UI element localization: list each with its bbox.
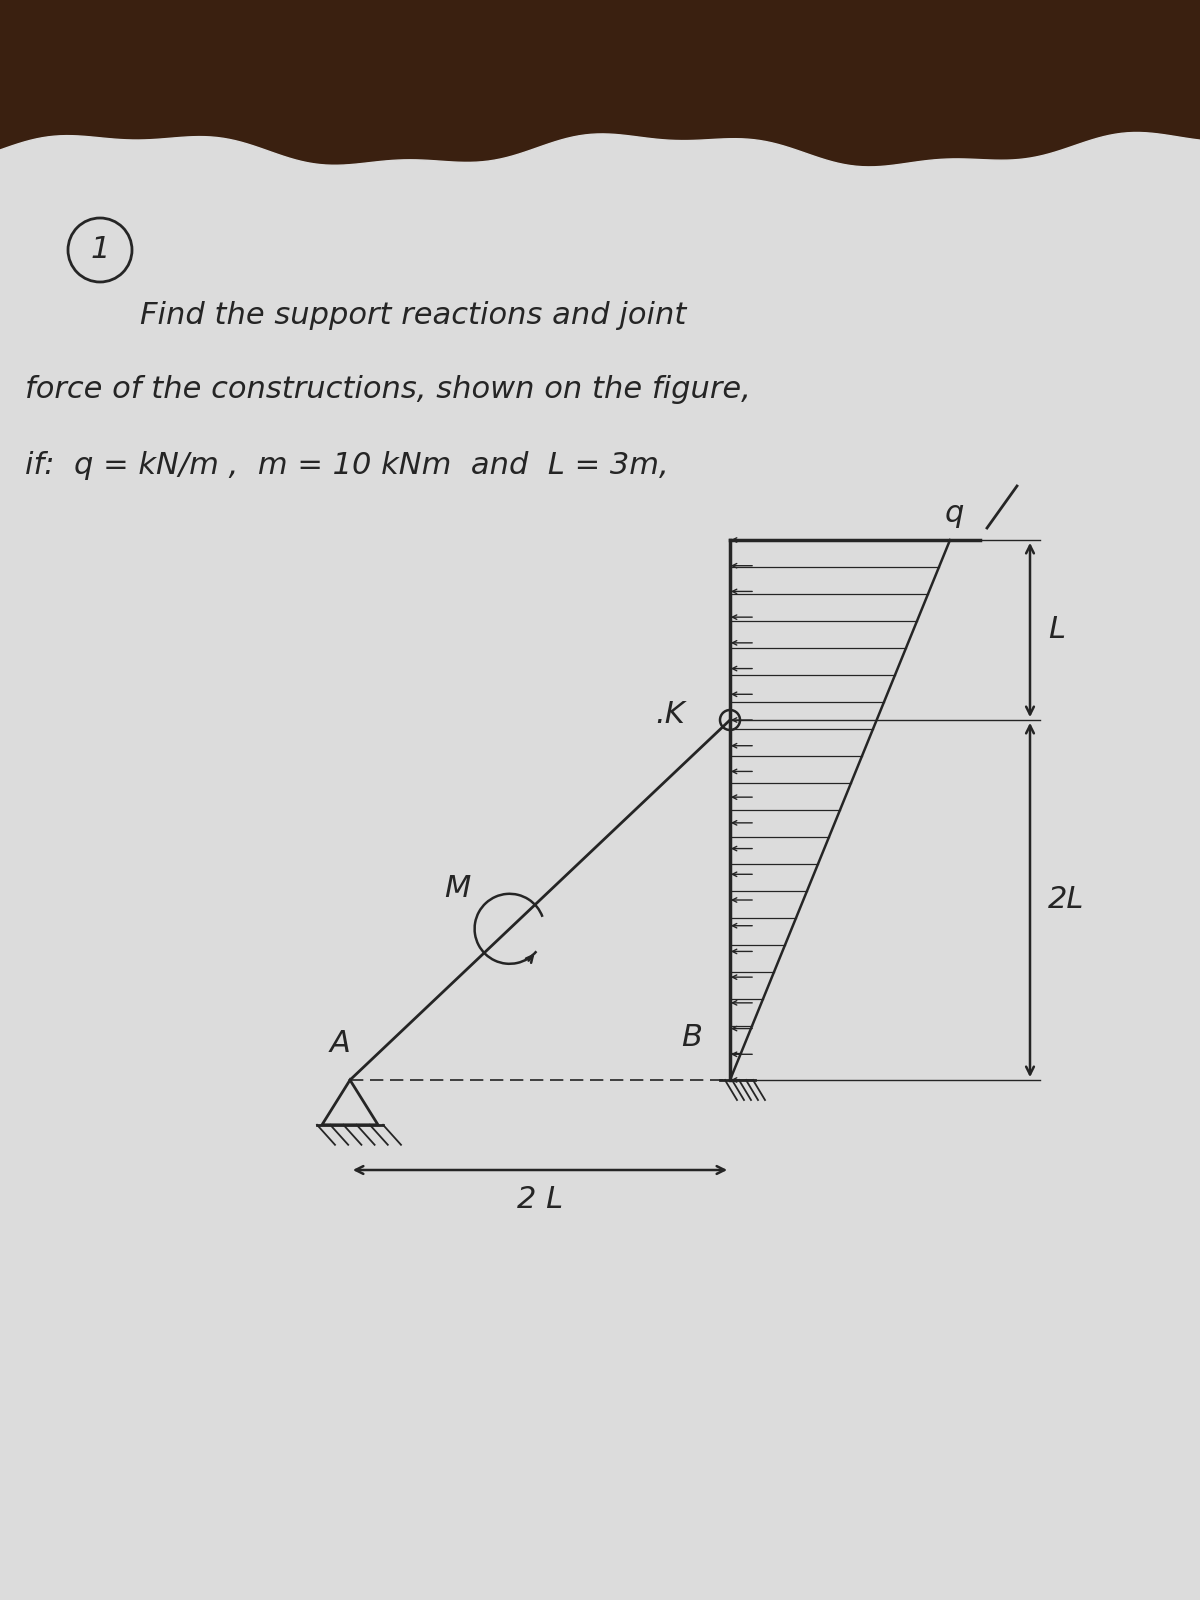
Text: L: L <box>1048 616 1066 645</box>
Text: if:  q = kN/m ,  m = 10 kNm  and  L = 3m,: if: q = kN/m , m = 10 kNm and L = 3m, <box>25 451 668 480</box>
Text: q: q <box>946 499 965 528</box>
Text: .K: .K <box>655 701 685 730</box>
Text: 2L: 2L <box>1048 885 1085 915</box>
Polygon shape <box>0 120 1200 1600</box>
Bar <box>0 0 1200 141</box>
Text: B: B <box>682 1022 702 1053</box>
Text: force of the constructions, shown on the figure,: force of the constructions, shown on the… <box>25 376 751 405</box>
Text: Find the support reactions and joint: Find the support reactions and joint <box>140 301 686 330</box>
Text: M: M <box>444 874 470 904</box>
Text: 2 L: 2 L <box>517 1186 563 1214</box>
Text: A: A <box>330 1029 350 1058</box>
Text: 1: 1 <box>90 235 109 264</box>
